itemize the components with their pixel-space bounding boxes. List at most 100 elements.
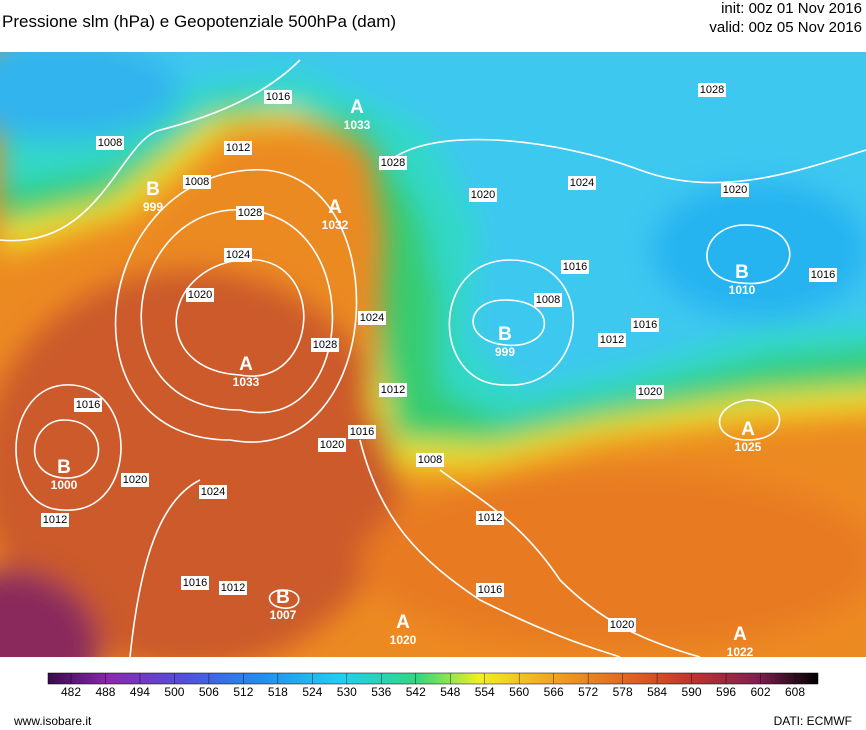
- center-value: 999: [495, 345, 515, 359]
- center-value: 1020: [390, 633, 417, 647]
- colorbar-tick-label: 482: [61, 685, 81, 699]
- isobar-label: 1028: [700, 84, 724, 96]
- isobar-label: 1028: [313, 339, 337, 351]
- isobar-label: 1016: [183, 577, 207, 589]
- colorbar-tick-label: 566: [544, 685, 564, 699]
- data-source: DATI: ECMWF: [774, 714, 852, 728]
- isobar-label-box: [476, 583, 504, 597]
- center-letter: A: [396, 612, 410, 633]
- isobar-label: 1008: [185, 176, 209, 188]
- isobar-label: 1012: [221, 582, 245, 594]
- field: [0, 52, 866, 657]
- colorbar-tick-label: 554: [475, 685, 495, 699]
- center-letter: A: [350, 97, 364, 118]
- center-value: 1007: [270, 608, 297, 622]
- isobar-label-box: [608, 618, 636, 632]
- isobar-label-box: [311, 338, 339, 352]
- center-value: 1025: [735, 440, 762, 454]
- isobar-label: 1024: [360, 312, 384, 324]
- isobar-label-box: [348, 425, 376, 439]
- isobar-label: 1020: [723, 184, 747, 196]
- center-letter: A: [239, 354, 253, 375]
- isobar-label: 1020: [188, 289, 212, 301]
- isobar-label: 1020: [123, 474, 147, 486]
- center-letter: B: [146, 179, 160, 200]
- isobar-label: 1012: [600, 334, 624, 346]
- map-title: Pressione slm (hPa) e Geopotenziale 500h…: [2, 12, 397, 31]
- center-value: 1033: [344, 118, 371, 132]
- center-value: 1000: [51, 478, 78, 492]
- isobar-label-box: [534, 293, 562, 307]
- isobar-label-box: [236, 206, 264, 220]
- colorbar-tick-label: 560: [509, 685, 529, 699]
- isobar-label-box: [469, 188, 497, 202]
- colorbar-tick-label: 488: [95, 685, 115, 699]
- isobar-label-box: [219, 581, 247, 595]
- isobar-label: 1024: [226, 249, 250, 261]
- isobar-label-box: [721, 183, 749, 197]
- isobar-label: 1020: [320, 439, 344, 451]
- isobar-label-box: [264, 90, 292, 104]
- valid-time: valid: 00z 05 Nov 2016: [709, 19, 862, 36]
- isobar-label: 1016: [563, 261, 587, 273]
- center-value: 1032: [322, 218, 349, 232]
- isobar-label: 1012: [226, 142, 250, 154]
- colorbar-tick-label: 536: [371, 685, 391, 699]
- colorbar-tick-label: 518: [268, 685, 288, 699]
- colorbar-tick-label: 494: [130, 685, 150, 699]
- isobar-label-box: [121, 473, 149, 487]
- isobar-label-box: [224, 141, 252, 155]
- site-credit: www.isobare.it: [13, 714, 92, 728]
- colorbar-tick-label: 524: [302, 685, 322, 699]
- isobar-label-box: [358, 311, 386, 325]
- isobar-label: 1016: [76, 399, 100, 411]
- isobar-label: 1012: [478, 512, 502, 524]
- colorbar-tick-label: 506: [199, 685, 219, 699]
- isobar-label: 1016: [811, 269, 835, 281]
- isobar-label: 1016: [350, 426, 374, 438]
- isobar-label: 1020: [610, 619, 634, 631]
- colorbar-tick-label: 608: [785, 685, 805, 699]
- center-letter: B: [57, 457, 71, 478]
- center-letter: B: [498, 324, 512, 345]
- isobar-label-box: [631, 318, 659, 332]
- center-value: 1010: [729, 283, 756, 297]
- colorbar-tick-label: 590: [682, 685, 702, 699]
- isobar-label: 1016: [633, 319, 657, 331]
- isobar-label-box: [74, 398, 102, 412]
- isobar-label-box: [561, 260, 589, 274]
- isobar-label: 1012: [43, 514, 67, 526]
- colorbar-tick-label: 512: [233, 685, 253, 699]
- isobar-label: 1016: [266, 91, 290, 103]
- isobar-label: 1008: [98, 137, 122, 149]
- center-letter: B: [735, 262, 749, 283]
- colorbar-tick-label: 602: [751, 685, 771, 699]
- isobar-label: 1008: [418, 454, 442, 466]
- isobar-label-box: [416, 453, 444, 467]
- isobar-label: 1024: [201, 486, 225, 498]
- isobar-label-box: [318, 438, 346, 452]
- isobar-label-box: [598, 333, 626, 347]
- center-letter: A: [741, 419, 755, 440]
- center-letter: A: [733, 624, 747, 645]
- isobar-label-box: [181, 576, 209, 590]
- colorbar-tick-label: 542: [406, 685, 426, 699]
- isobar-label: 1028: [238, 207, 262, 219]
- center-value: 1022: [727, 645, 754, 659]
- init-time: init: 00z 01 Nov 2016: [721, 0, 862, 17]
- isobar-label-box: [809, 268, 837, 282]
- colorbar-tick-label: 596: [716, 685, 736, 699]
- colorbar-tick-label: 572: [578, 685, 598, 699]
- isobar-label-box: [698, 83, 726, 97]
- isobar-label-box: [96, 136, 124, 150]
- colorbar-tick-label: 578: [613, 685, 633, 699]
- isobar-label: 1012: [381, 384, 405, 396]
- isobar-label-box: [636, 385, 664, 399]
- colorbar: [47, 672, 819, 685]
- isobar-label: 1016: [478, 584, 502, 596]
- center-letter: A: [328, 197, 342, 218]
- isobar-label: 1020: [471, 189, 495, 201]
- isobar-label-box: [224, 248, 252, 262]
